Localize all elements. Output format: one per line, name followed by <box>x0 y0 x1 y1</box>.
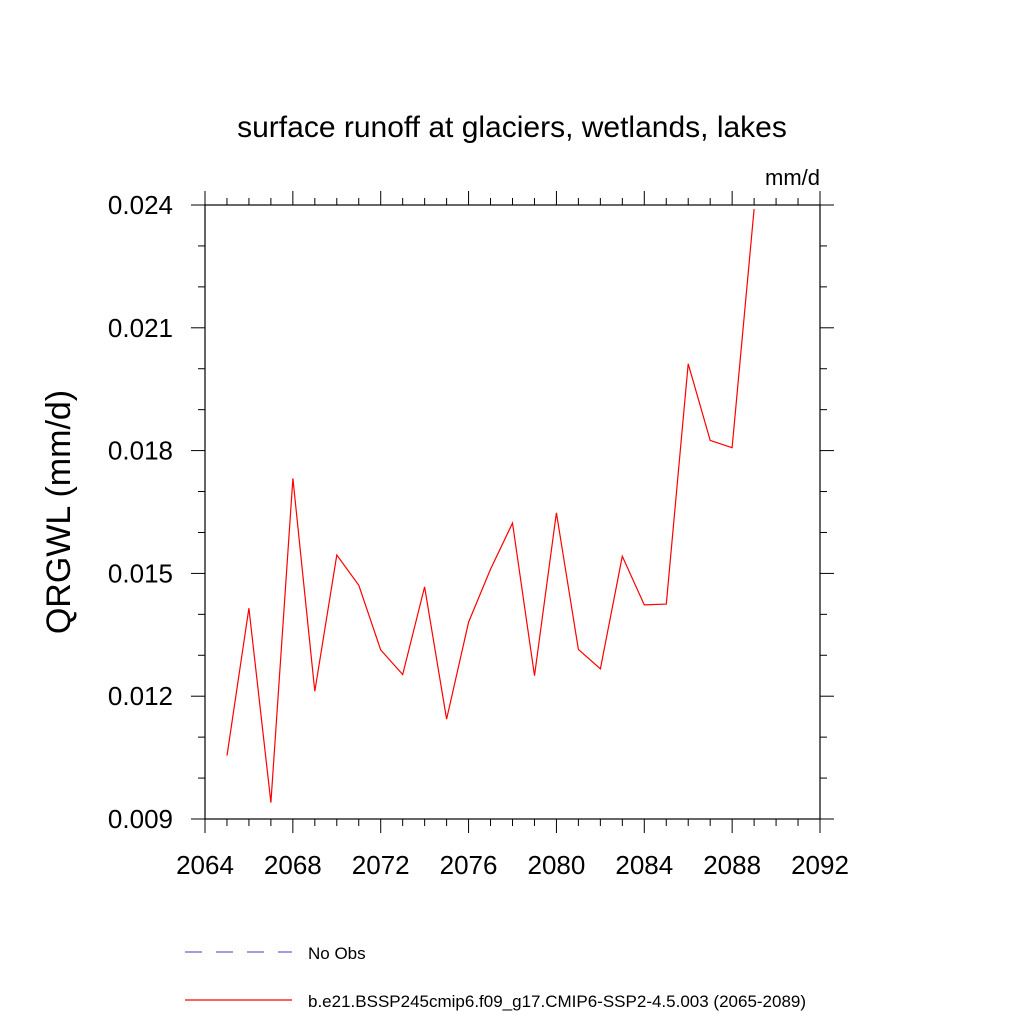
x-tick-label: 2068 <box>264 850 322 880</box>
legend-label: No Obs <box>308 944 366 963</box>
y-tick-label: 0.009 <box>108 804 173 834</box>
x-tick-label: 2080 <box>528 850 586 880</box>
chart-title: surface runoff at glaciers, wetlands, la… <box>237 111 787 144</box>
legend: No Obs b.e21.BSSP245cmip6.f09_g17.CMIP6-S… <box>185 944 806 1011</box>
y-tick-label: 0.024 <box>108 190 173 220</box>
axis-ticks <box>191 191 834 833</box>
y-tick-label: 0.018 <box>108 436 173 466</box>
x-tick-label: 2064 <box>176 850 234 880</box>
y-tick-label: 0.015 <box>108 558 173 588</box>
x-tick-label: 2092 <box>791 850 849 880</box>
axis-tick-labels: 2064 2068 2072 2076 2080 2084 2088 2092 0.009 0.0… <box>108 190 849 880</box>
y-tick-label: 0.012 <box>108 681 173 711</box>
legend-label: b.e21.BSSP245cmip6.f09_g17.CMIP6-SSP2-4.… <box>308 992 806 1011</box>
y-tick-label: 0.021 <box>108 313 173 343</box>
y-axis-label: QRGWL (mm/d) <box>40 390 78 634</box>
plot-frame <box>204 204 821 820</box>
units-label: mm/d <box>765 165 820 190</box>
x-tick-label: 2084 <box>615 850 673 880</box>
x-tick-label: 2076 <box>440 850 498 880</box>
series-line <box>226 209 755 803</box>
data-series <box>226 209 755 803</box>
x-tick-label: 2088 <box>703 850 761 880</box>
x-tick-label: 2072 <box>352 850 410 880</box>
